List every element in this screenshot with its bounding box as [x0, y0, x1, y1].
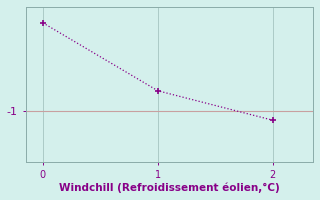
X-axis label: Windchill (Refroidissement éolien,°C): Windchill (Refroidissement éolien,°C): [59, 183, 280, 193]
